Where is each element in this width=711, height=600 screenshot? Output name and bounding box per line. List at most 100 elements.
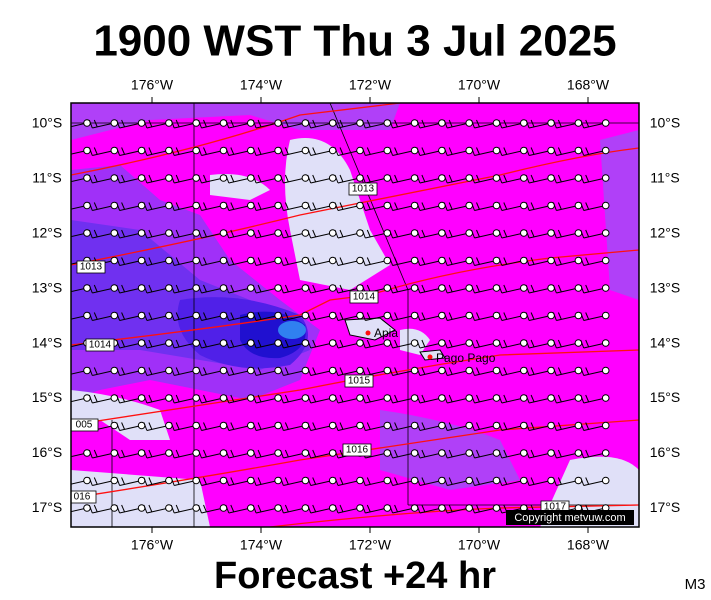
barb-feather [67,395,70,402]
barb-feather [279,422,284,431]
barb-feather [361,202,366,211]
barb-feather [257,174,262,183]
barb-feather [116,367,121,376]
barb-feather [421,394,426,403]
barb-feather [307,229,312,239]
barb-feather [312,119,317,128]
barb-feather [585,367,590,375]
barb-feather [471,394,475,404]
barb-feather [334,422,339,431]
barb-feather [366,119,371,128]
barb-feather [366,339,371,348]
barb-feather [284,147,289,155]
barb-feather [170,174,175,184]
barb-feather [443,284,448,294]
barb-feather [498,147,503,156]
barb-feather [471,339,475,349]
isobar-label: 1013 [80,262,103,273]
barb-feather [498,339,503,349]
barb-feather [88,284,93,294]
barb-feather [284,339,289,348]
barb-feather [312,504,317,513]
barb-feather [312,367,317,375]
barb-feather [416,367,421,376]
barb-feather [88,119,93,129]
barb-feather [93,229,98,238]
barb-feather [279,449,284,459]
barb-feather [580,449,585,459]
barb-feather [143,312,148,321]
barb-feather [252,422,257,431]
barb-feather [525,147,530,156]
barb-feather [416,504,421,514]
barb-feather [88,229,93,239]
barb-feather [580,174,585,184]
barb-feather [198,284,202,294]
barb-station [601,201,610,210]
isobar-label: 005 [76,420,93,431]
barb-station [601,119,610,127]
barb-feather [67,258,70,265]
barb-feather [448,422,453,430]
barb-station [601,449,610,457]
barb-feather [389,119,394,129]
barb-feather [448,312,453,320]
barb-feather [148,422,153,430]
barb-feather [279,504,284,514]
barb-feather [476,504,480,513]
barb-feather [557,229,562,238]
barb-feather [284,422,289,430]
barb-feather [339,394,344,403]
barb-feather [198,174,202,184]
lat-label: 11°S [32,170,61,186]
barb-feather [525,202,530,211]
isobar-label-box [344,374,374,388]
barb-feather [252,174,257,184]
barb-feather [443,229,448,239]
barb-feather [198,394,202,404]
barb-feather [148,119,153,128]
barb-feather [170,449,175,459]
barb-feather [284,504,289,513]
barb-station [601,421,610,430]
barb-feather [503,367,508,375]
barb-feather [279,202,284,211]
barb-feather [394,147,399,155]
barb-feather [175,367,180,375]
barb-feather [476,147,480,155]
barb-feather [476,394,480,403]
barb-feather [93,147,98,155]
barb-feather [366,367,371,375]
barb-feather [530,312,535,320]
barb-feather [443,504,448,514]
barb-feather [62,120,65,128]
lat-label: 10°S [650,115,681,131]
barb-feather [443,394,448,404]
barb-feather [552,119,557,129]
barb-feather [88,477,93,486]
barb-feather [67,175,70,182]
place-label: Apia [374,326,398,340]
barb-feather [307,174,312,184]
barb-feather [93,477,98,485]
barb-feather [498,312,503,321]
barb-feather [143,477,148,486]
barb-feather [525,339,530,349]
barb-feather [62,285,65,293]
barb-feather [580,312,585,321]
isobar-label: 016 [74,492,91,503]
barb-feather [312,312,317,320]
barb-feather [448,119,453,128]
barb-feather [230,394,235,403]
barb-feather [334,257,339,266]
barb-feather [143,119,148,129]
isobar-label: 1016 [346,445,369,456]
barb-feather [230,339,235,348]
barb-feather [307,202,312,211]
barb-feather [307,312,312,321]
barb-feather [252,312,257,321]
barb-feather [498,477,503,486]
barb-feather [93,202,98,210]
barb-feather [121,174,126,183]
barb-feather [198,422,202,431]
